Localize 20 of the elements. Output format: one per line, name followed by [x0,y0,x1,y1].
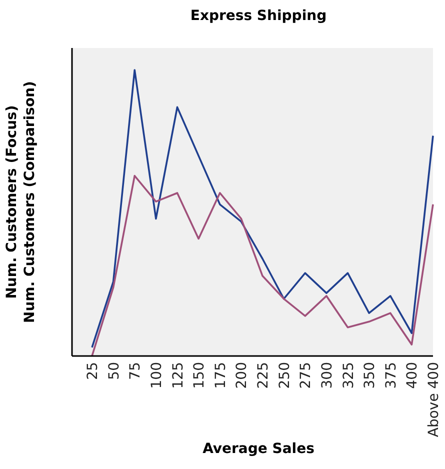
x-tick-label: 200 [234,362,250,389]
x-tick-label: 375 [383,362,400,389]
x-tick-label: 25 [85,362,101,380]
x-tick-label: 175 [212,362,229,389]
x-axis-title: Average Sales [202,441,314,457]
y-axis-title: Num. Customers (Focus) Num. Customers (Comparison) [4,81,38,323]
x-tick-label: 225 [256,362,272,389]
x-tick-label: 100 [148,362,165,389]
x-tick-label: 400 [404,362,421,389]
x-tick-label: 150 [192,362,208,389]
x-tick-label: 250 [276,362,293,389]
x-tick-label: 50 [106,362,122,380]
x-tick-label: Above 400 [426,362,442,438]
chart-title: Express Shipping [190,8,327,24]
x-tick-label: 300 [319,362,336,389]
x-tick-label: 350 [362,362,378,389]
x-tick-label: 275 [298,362,314,389]
x-tick-label: 75 [128,362,144,380]
x-tick-label: 125 [170,362,186,389]
x-tick-label: 325 [340,362,357,389]
